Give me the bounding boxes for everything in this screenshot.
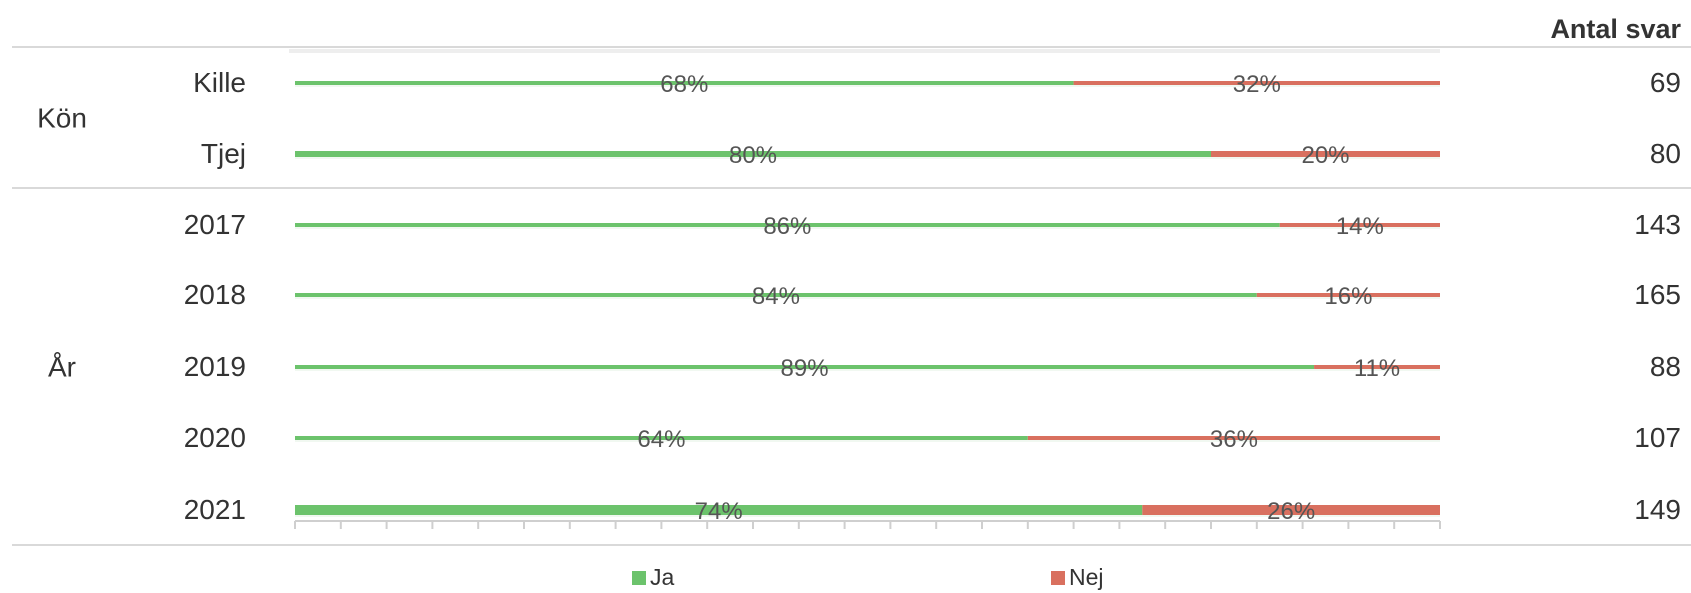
data-label-nej-2019: 11%: [1354, 355, 1400, 382]
legend: Ja Nej: [632, 564, 1104, 590]
bar-ja-2017: [295, 223, 1280, 227]
bar-nej-2019: [1314, 365, 1440, 369]
data-label-nej-2021: 26%: [1267, 498, 1315, 525]
count-value-2018: 165: [1634, 279, 1681, 310]
data-label-ja-2017: 86%: [763, 213, 811, 240]
bar-ja-2019: [295, 365, 1315, 369]
count-value-2020: 107: [1634, 422, 1681, 453]
bar-ja-kille: [295, 81, 1074, 85]
count-value-kille: 69: [1650, 67, 1681, 98]
count-value-2017: 143: [1634, 209, 1681, 240]
category-label-kille: Kille: [193, 67, 246, 98]
labels: Antal svar Kön År Kille 68% 32% 69 Tjej 80% 20% 8…: [37, 14, 1681, 525]
data-label-nej-kille: 32%: [1233, 71, 1281, 98]
data-label-ja-kille: 68%: [660, 71, 708, 98]
bar-shadow-2019: [295, 369, 1440, 371]
data-label-nej-2018: 16%: [1324, 283, 1372, 310]
bar-nej-2021: [1142, 505, 1440, 515]
bar-ja-2021: [295, 505, 1143, 515]
bar-shadow-tjej: [295, 157, 1440, 159]
data-label-ja-tjej: 80%: [729, 142, 777, 169]
bar-shadow-2018: [295, 297, 1440, 299]
data-label-ja-2019: 89%: [781, 355, 829, 382]
category-label-tjej: Tjej: [201, 138, 246, 169]
count-column-header: Antal svar: [1550, 14, 1681, 44]
legend-swatch-nej: [1051, 571, 1065, 585]
bar-nej-2020: [1027, 436, 1440, 440]
data-label-nej-tjej: 20%: [1301, 142, 1349, 169]
legend-swatch-ja: [632, 571, 646, 585]
bar-ja-tjej: [295, 151, 1211, 157]
legend-label-nej: Nej: [1069, 564, 1104, 590]
category-label-2018: 2018: [184, 279, 246, 310]
bar-nej-kille: [1073, 81, 1440, 85]
bars: [295, 81, 1440, 517]
category-label-2019: 2019: [184, 351, 246, 382]
bar-ja-2020: [295, 436, 1028, 440]
count-value-2019: 88: [1650, 351, 1681, 382]
divider-lines: [12, 46, 1691, 546]
count-value-2021: 149: [1634, 494, 1681, 525]
bar-ja-2018: [295, 293, 1257, 297]
group-label-r: År: [48, 352, 76, 383]
category-label-2017: 2017: [184, 209, 246, 240]
bar-shadow-2017: [295, 227, 1440, 229]
data-label-ja-2021: 74%: [695, 498, 743, 525]
bar-nej-tjej: [1211, 151, 1440, 157]
data-label-nej-2017: 14%: [1336, 213, 1384, 240]
bar-shadow-2021: [295, 515, 1440, 517]
bar-nej-2017: [1279, 223, 1440, 227]
category-label-2020: 2020: [184, 422, 246, 453]
x-axis: [294, 520, 1441, 529]
group-label-k-n: Kön: [37, 103, 87, 134]
legend-label-ja: Ja: [650, 564, 675, 590]
data-label-nej-2020: 36%: [1210, 426, 1258, 453]
data-label-ja-2020: 64%: [637, 426, 685, 453]
bar-shadow-kille: [295, 85, 1440, 87]
count-value-tjej: 80: [1650, 138, 1681, 169]
category-label-2021: 2021: [184, 494, 246, 525]
bar-nej-2018: [1256, 293, 1440, 297]
bar-shadow-2020: [295, 440, 1440, 442]
data-label-ja-2018: 84%: [752, 283, 800, 310]
